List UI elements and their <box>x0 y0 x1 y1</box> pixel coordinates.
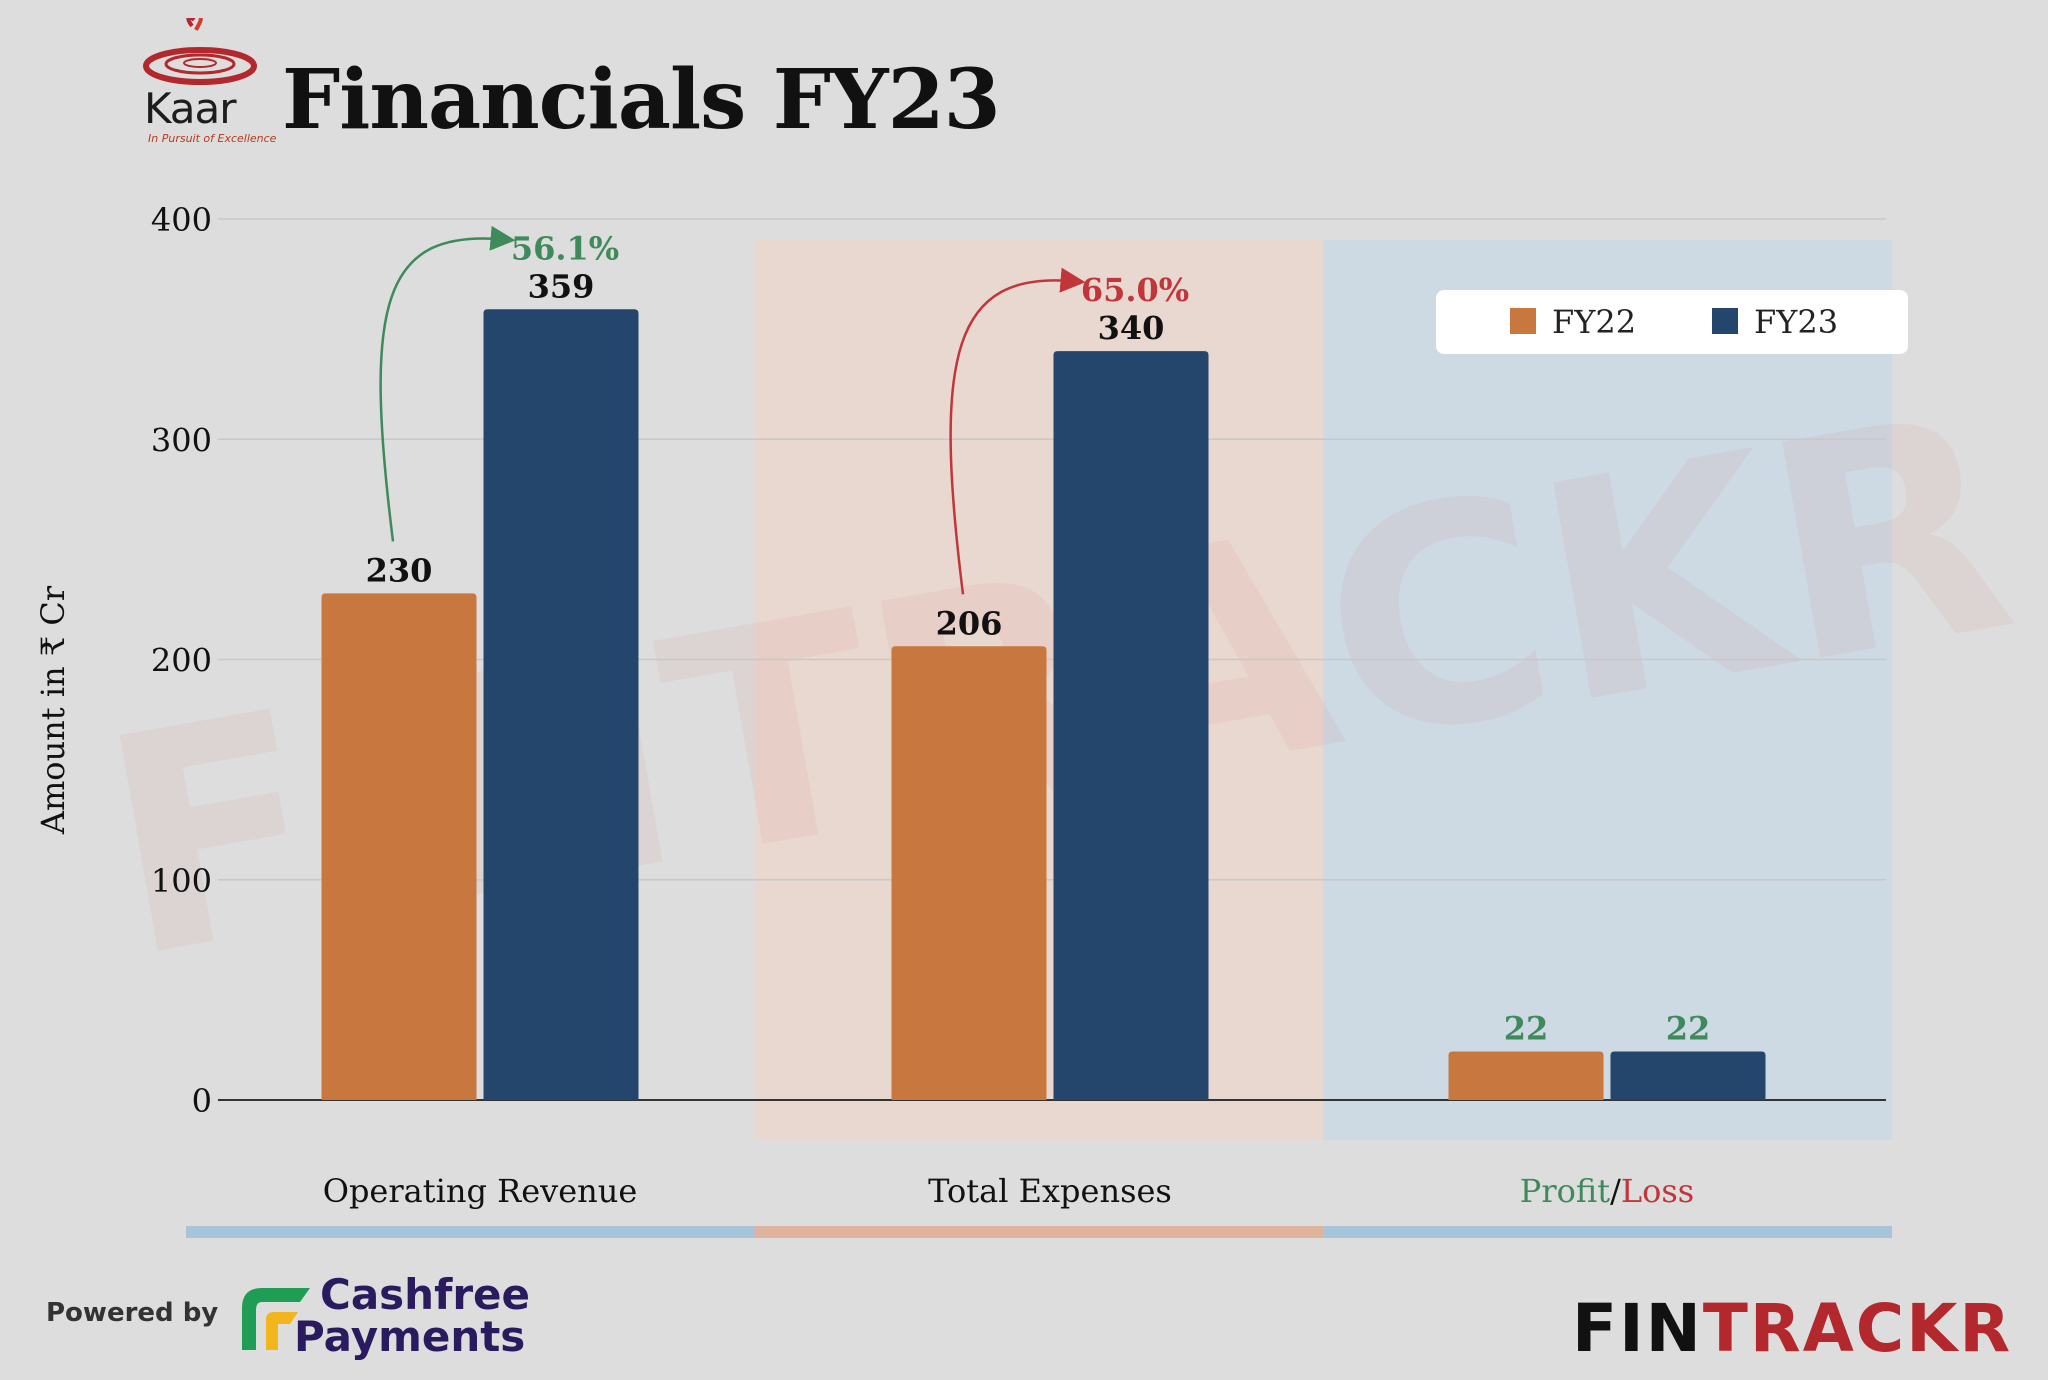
data-label: 340 <box>1098 309 1165 347</box>
powered-by-label: Powered by <box>46 1298 219 1328</box>
data-label: 359 <box>528 267 595 305</box>
category-strip <box>754 1226 1324 1238</box>
growth-arrow <box>379 225 516 542</box>
bar <box>1610 1051 1766 1100</box>
y-tick-label: 200 <box>151 642 212 680</box>
legend-label: FY22 <box>1552 303 1636 341</box>
growth-arrows: 56.1% 65.0% <box>379 225 1189 595</box>
bars <box>321 309 1766 1100</box>
y-axis-title: Amount in ₹ Cr <box>34 585 72 835</box>
header: Kaar In Pursuit of Excellence Financials… <box>0 0 2048 170</box>
data-label: 206 <box>936 604 1003 642</box>
growth-annotation: 65.0% <box>1081 271 1189 309</box>
category-strip <box>1323 1226 1892 1238</box>
cashfree-mark-icon <box>242 1288 310 1350</box>
y-tick-label: 0 <box>192 1082 212 1120</box>
bar <box>321 593 477 1100</box>
legend-swatch <box>1510 308 1536 334</box>
category-label: Total Expenses <box>928 1172 1172 1210</box>
growth-annotation: 56.1% <box>511 229 619 267</box>
legend-box <box>1436 290 1908 354</box>
cashfree-subname: Payments <box>294 1312 526 1361</box>
legend-label: FY23 <box>1754 303 1838 341</box>
y-tick-label: 300 <box>151 421 212 459</box>
growth-arrow <box>949 267 1086 595</box>
category-strip <box>186 1226 755 1238</box>
category-label: Operating Revenue <box>323 1172 638 1210</box>
legend: FY22 FY23 <box>1436 290 1908 354</box>
fintrackr-logo-part1: FIN <box>1572 1290 1703 1367</box>
category-label: Profit/Loss <box>1520 1172 1694 1210</box>
fintrackr-logo: FINTRACKR <box>1572 1290 2012 1367</box>
fintrackr-logo-part2: TRACKR <box>1702 1290 2013 1367</box>
chart-background <box>186 240 1892 1238</box>
data-label: 22 <box>1504 1010 1549 1048</box>
data-label: 22 <box>1666 1010 1711 1048</box>
kaar-logo-tagline: In Pursuit of Excellence <box>148 132 277 145</box>
labels: 230 359 Operating Revenue 206 340 Total Expen… <box>323 267 1711 1210</box>
cashfree-logo: Cashfree Payments <box>236 1272 536 1362</box>
legend-swatch <box>1712 308 1738 334</box>
y-tick-label: 400 <box>151 201 212 239</box>
bar <box>483 309 639 1100</box>
bar <box>1448 1051 1604 1100</box>
category-panel <box>1323 240 1892 1140</box>
data-label: 230 <box>366 551 433 589</box>
y-tick-label: 100 <box>151 862 212 900</box>
bar <box>891 646 1047 1100</box>
kaar-logo: Kaar In Pursuit of Excellence <box>140 15 276 148</box>
kaar-swirl-icon <box>143 15 257 85</box>
cashfree-name: Cashfree <box>320 1270 531 1319</box>
bar <box>1053 351 1209 1100</box>
page-title: Financials FY23 <box>282 52 1001 148</box>
kaar-logo-name: Kaar <box>144 84 237 133</box>
